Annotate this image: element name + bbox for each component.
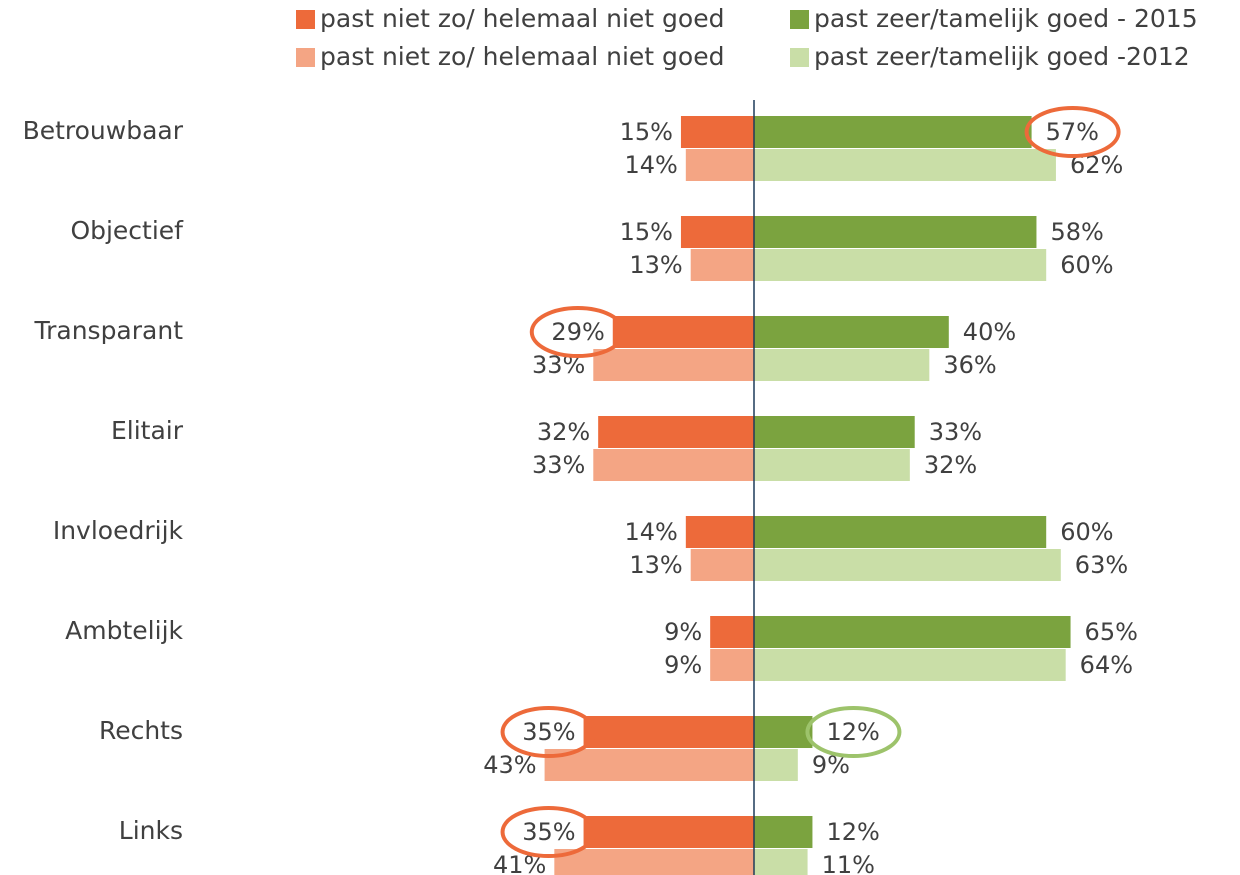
bar bbox=[710, 649, 754, 681]
bar bbox=[754, 749, 798, 781]
value-label: 12% bbox=[826, 818, 879, 846]
category-label: Rechts bbox=[99, 716, 183, 745]
bar bbox=[685, 149, 754, 181]
value-label: 32% bbox=[537, 418, 590, 446]
bar bbox=[612, 316, 754, 348]
bar bbox=[754, 116, 1032, 148]
legend-swatch bbox=[790, 48, 809, 67]
value-label: 9% bbox=[664, 618, 702, 646]
value-label: 33% bbox=[532, 451, 585, 479]
value-label: 13% bbox=[629, 251, 682, 279]
category-label: Transparant bbox=[34, 316, 184, 345]
bar bbox=[754, 249, 1047, 281]
bar bbox=[690, 549, 754, 581]
highlight-circle bbox=[805, 706, 902, 758]
bar bbox=[680, 216, 754, 248]
bar bbox=[685, 516, 754, 548]
value-label: 14% bbox=[624, 518, 677, 546]
category-label: Ambtelijk bbox=[65, 616, 183, 645]
bar bbox=[754, 516, 1047, 548]
value-label: 35% bbox=[522, 818, 575, 846]
value-label: 33% bbox=[929, 418, 982, 446]
value-label: 35% bbox=[522, 718, 575, 746]
legend-label: past niet zo/ helemaal niet goed bbox=[320, 4, 724, 33]
legend-swatch bbox=[296, 48, 315, 67]
value-label: 29% bbox=[551, 318, 604, 346]
value-label: 63% bbox=[1075, 551, 1128, 579]
value-label: 60% bbox=[1060, 518, 1113, 546]
category-label: Betrouwbaar bbox=[23, 116, 184, 145]
legend-label: past zeer/tamelijk goed - 2015 bbox=[814, 4, 1198, 33]
value-label: 14% bbox=[624, 151, 677, 179]
bar bbox=[754, 416, 915, 448]
highlight-circle bbox=[1024, 106, 1121, 158]
highlight-circle bbox=[500, 806, 597, 858]
value-label: 9% bbox=[664, 651, 702, 679]
bar bbox=[754, 149, 1056, 181]
category-label: Invloedrijk bbox=[53, 516, 184, 545]
bar bbox=[598, 416, 754, 448]
bar bbox=[754, 316, 949, 348]
bar bbox=[754, 449, 910, 481]
bar bbox=[583, 816, 754, 848]
bar bbox=[583, 716, 754, 748]
value-label: 15% bbox=[620, 118, 673, 146]
category-label: Objectief bbox=[70, 216, 184, 245]
legend-label: past zeer/tamelijk goed -2012 bbox=[814, 42, 1190, 71]
bar bbox=[710, 616, 754, 648]
bar bbox=[754, 216, 1037, 248]
legend-label: past niet zo/ helemaal niet goed bbox=[320, 42, 724, 71]
value-label: 36% bbox=[943, 351, 996, 379]
bar bbox=[754, 616, 1071, 648]
highlight-circle bbox=[529, 306, 626, 358]
legend-swatch bbox=[790, 10, 809, 29]
highlight-circle bbox=[500, 706, 597, 758]
bar bbox=[544, 749, 754, 781]
bar bbox=[754, 849, 808, 875]
value-label: 65% bbox=[1085, 618, 1138, 646]
value-label: 60% bbox=[1060, 251, 1113, 279]
value-label: 12% bbox=[826, 718, 879, 746]
value-label: 32% bbox=[924, 451, 977, 479]
value-label: 58% bbox=[1050, 218, 1103, 246]
bar bbox=[690, 249, 754, 281]
bar bbox=[593, 449, 754, 481]
bar bbox=[554, 849, 754, 875]
value-label: 40% bbox=[963, 318, 1016, 346]
value-label: 43% bbox=[483, 751, 536, 779]
value-label: 64% bbox=[1080, 651, 1133, 679]
value-label: 13% bbox=[629, 551, 682, 579]
bar bbox=[754, 716, 813, 748]
value-label: 57% bbox=[1046, 118, 1099, 146]
category-label: Elitair bbox=[111, 416, 184, 445]
value-label: 15% bbox=[620, 218, 673, 246]
value-label: 11% bbox=[822, 851, 875, 875]
bar bbox=[593, 349, 754, 381]
legend-swatch bbox=[296, 10, 315, 29]
bar bbox=[754, 649, 1066, 681]
bar bbox=[754, 549, 1061, 581]
bar bbox=[754, 349, 930, 381]
bar bbox=[754, 816, 813, 848]
bar bbox=[680, 116, 754, 148]
category-label: Links bbox=[119, 816, 183, 845]
